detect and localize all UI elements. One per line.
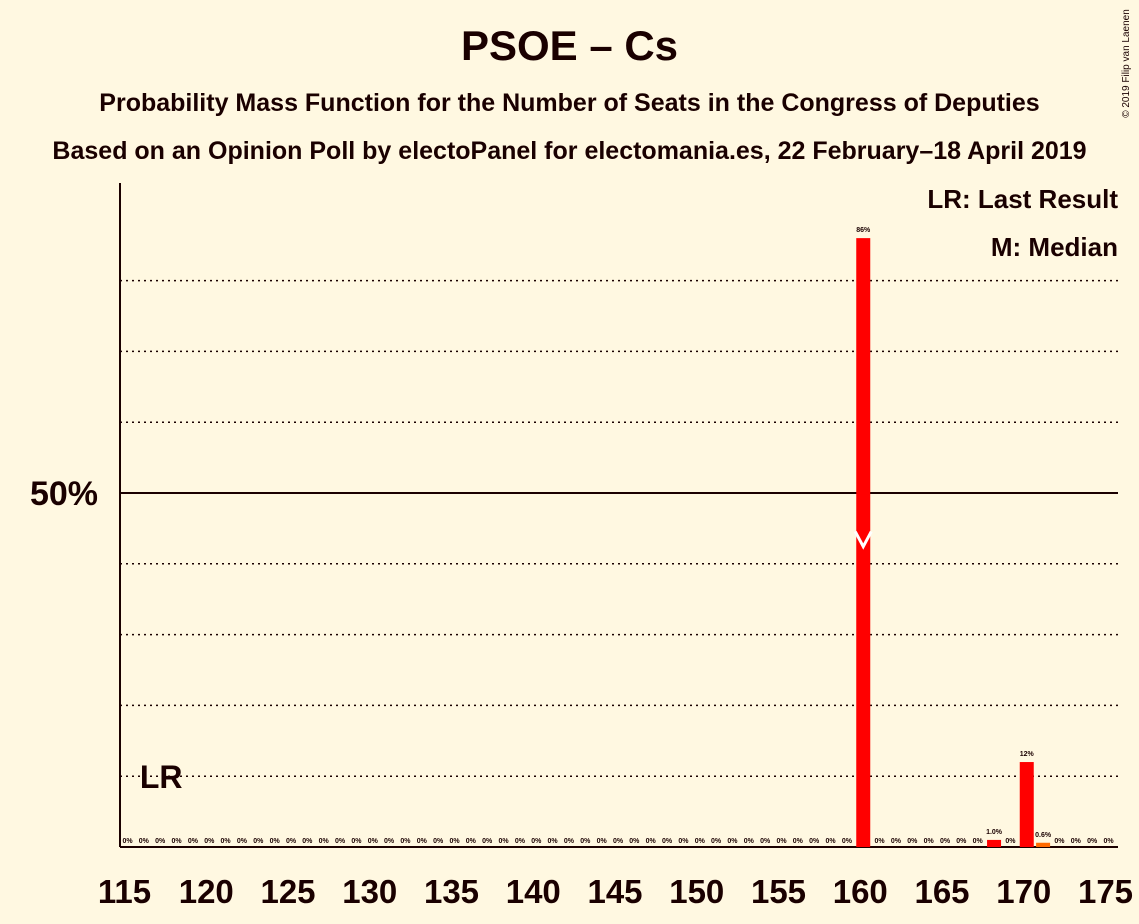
legend-last-result: LR: Last Result [927,184,1118,214]
x-tick-label-150: 150 [669,873,724,910]
bar-label-158: 0% [825,838,836,845]
bar-label-127: 0% [319,838,330,845]
bar-label-132: 0% [400,838,411,845]
bar-label-152: 0% [727,838,738,845]
bar-label-168: 1.0% [986,829,1003,836]
bar-160 [856,238,871,847]
bar-label-165: 0% [940,838,951,845]
bar-label-162: 0% [891,838,902,845]
x-tick-label-130: 130 [342,873,397,910]
bar-171 [1036,842,1051,847]
bar-label-174: 0% [1087,838,1098,845]
bar-label-151: 0% [711,838,722,845]
bar-label-150: 0% [695,838,706,845]
bar-170 [1019,762,1034,847]
bar-label-164: 0% [924,838,935,845]
bar-label-129: 0% [351,838,362,845]
bar-label-169: 0% [1005,838,1016,845]
bar-label-125: 0% [286,838,297,845]
chart-source-line: Based on an Opinion Poll by electoPanel … [52,137,1087,165]
bar-label-115: 0% [122,838,133,845]
x-tick-label-165: 165 [914,873,969,910]
bar-label-140: 0% [531,838,542,845]
bar-label-147: 0% [646,838,657,845]
bar-label-166: 0% [956,838,967,845]
y-tick-label: 50% [30,475,98,513]
bar-label-130: 0% [368,838,379,845]
last-result-marker: LR [140,759,183,795]
bar-label-118: 0% [171,838,182,845]
x-tick-label-115: 115 [98,873,151,910]
bar-168 [987,839,1002,847]
bar-label-173: 0% [1071,838,1082,845]
x-tick-label-125: 125 [260,873,315,910]
x-tick-label-135: 135 [424,873,479,910]
bar-label-145: 0% [613,838,624,845]
bar-label-141: 0% [548,838,559,845]
bar-label-167: 0% [973,838,984,845]
bar-label-149: 0% [678,838,689,845]
bar-label-144: 0% [597,838,608,845]
chart-subtitle: Probability Mass Function for the Number… [99,89,1040,117]
bar-label-143: 0% [580,838,591,845]
bar-label-119: 0% [188,838,199,845]
bar-label-159: 0% [842,838,853,845]
bar-label-128: 0% [335,838,346,845]
bar-label-122: 0% [237,838,248,845]
bar-label-172: 0% [1054,838,1065,845]
bar-label-116: 0% [139,838,150,845]
bar-label-157: 0% [809,838,820,845]
bar-label-175: 0% [1103,838,1114,845]
x-tick-label-170: 170 [996,873,1051,910]
x-tick-label-120: 120 [179,873,234,910]
x-tick-label-175: 175 [1078,873,1133,910]
bar-label-117: 0% [155,838,166,845]
bar-label-142: 0% [564,838,575,845]
bar-label-163: 0% [907,838,918,845]
x-tick-label-155: 155 [751,873,806,910]
bar-label-123: 0% [253,838,264,845]
bar-label-124: 0% [270,838,281,845]
bar-label-146: 0% [629,838,640,845]
median-marker [853,530,873,550]
bar-label-155: 0% [776,838,787,845]
bar-label-120: 0% [204,838,215,845]
bar-label-153: 0% [744,838,755,845]
bar-label-134: 0% [433,838,444,845]
bar-label-135: 0% [449,838,460,845]
bar-label-160: 86% [856,227,871,234]
bar-label-126: 0% [302,838,313,845]
bar-label-137: 0% [482,838,493,845]
bar-label-121: 0% [221,838,232,845]
bar-label-133: 0% [417,838,428,845]
bar-label-170: 12% [1020,751,1035,758]
x-tick-label-145: 145 [587,873,642,910]
legend-median: M: Median [990,232,1118,262]
bar-label-138: 0% [498,838,509,845]
bar-label-148: 0% [662,838,673,845]
bar-label-161: 0% [875,838,886,845]
bar-label-156: 0% [793,838,804,845]
bar-label-131: 0% [384,838,395,845]
x-tick-label-160: 160 [833,873,888,910]
bar-label-139: 0% [515,838,526,845]
bar-label-154: 0% [760,838,771,845]
chart-title: PSOE – Cs [460,22,679,69]
bar-label-171: 0.6% [1035,832,1052,839]
bar-label-136: 0% [466,838,477,845]
x-tick-label-140: 140 [506,873,561,910]
